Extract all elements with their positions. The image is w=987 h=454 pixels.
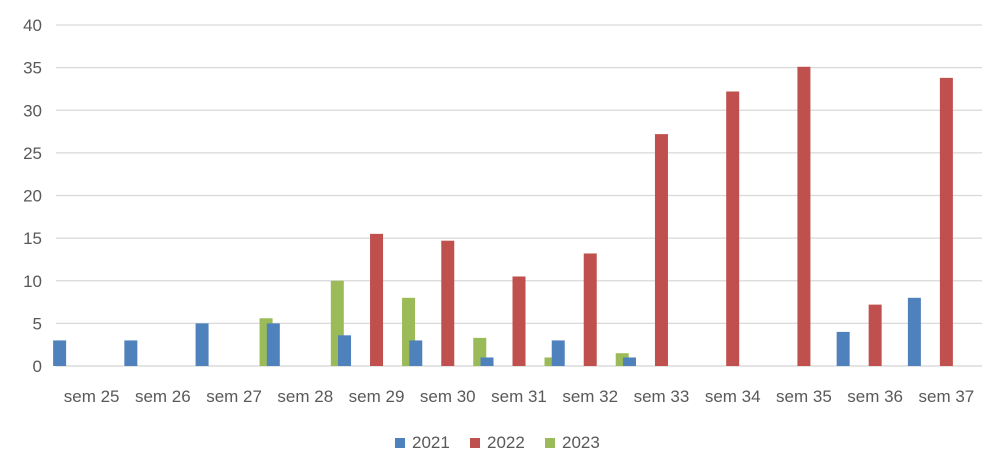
legend-swatch-2022 [470,438,480,448]
bar-2021-sem-30 [409,340,423,366]
y-tick-label: 35 [23,59,42,78]
bar-2022-sem-32 [583,253,597,366]
bar-2022-sem-30 [441,240,455,366]
x-tick-label: sem 37 [919,387,975,406]
x-tick-label: sem 30 [420,387,476,406]
x-tick-label: sem 27 [206,387,262,406]
legend-swatch-2021 [395,438,405,448]
bar-2022-sem-33 [654,134,668,366]
x-tick-label: sem 29 [349,387,405,406]
x-tick-label: sem 36 [847,387,903,406]
bar-2021-sem-26 [124,340,138,366]
bar-2022-sem-36 [868,304,882,366]
y-tick-label: 40 [23,16,42,35]
legend-label-2023: 2023 [562,433,600,452]
x-tick-label: sem 32 [562,387,618,406]
legend-label-2022: 2022 [487,433,525,452]
bar-2021-sem-36 [836,331,850,366]
y-axis: 0 5 10 15 20 25 30 35 40 [23,16,42,376]
x-tick-label: sem 26 [135,387,191,406]
bar-2021-sem-28 [266,323,280,366]
y-tick-label: 20 [23,187,42,206]
bar-2022-sem-35 [797,66,811,367]
x-tick-label: sem 28 [277,387,333,406]
x-tick-label: sem 34 [705,387,761,406]
bar-2023-sem-31 [544,357,558,366]
y-tick-label: 30 [23,101,42,120]
y-tick-label: 5 [33,314,42,333]
legend-swatch-2023 [545,438,555,448]
x-tick-label: sem 33 [634,387,690,406]
y-tick-label: 10 [23,272,42,291]
bar-2021-sem-32 [551,340,565,366]
x-tick-label: sem 31 [491,387,547,406]
bar-2022-sem-29 [370,233,384,366]
bar-2021-sem-29 [338,335,352,366]
bar-2021-sem-37 [907,297,921,366]
x-axis: sem 25 sem 26 sem 27 sem 28 sem 29 sem 30 sem … [64,387,975,406]
y-tick-label: 25 [23,144,42,163]
bar-2021-sem-31 [480,357,494,366]
bar-2022-sem-31 [512,276,526,366]
bar-2021-sem-25 [53,340,67,366]
y-tick-label: 15 [23,229,42,248]
bars [53,66,953,367]
x-tick-label: sem 35 [776,387,832,406]
bar-2022-sem-34 [726,91,740,367]
bar-2021-sem-27 [195,323,209,366]
bar-2021-sem-33 [622,357,636,366]
bar-2022-sem-37 [939,77,953,366]
legend: 2021 2022 2023 [395,433,600,452]
y-tick-label: 0 [33,357,42,376]
gridlines [56,24,982,367]
x-tick-label: sem 25 [64,387,120,406]
legend-label-2021: 2021 [412,433,450,452]
